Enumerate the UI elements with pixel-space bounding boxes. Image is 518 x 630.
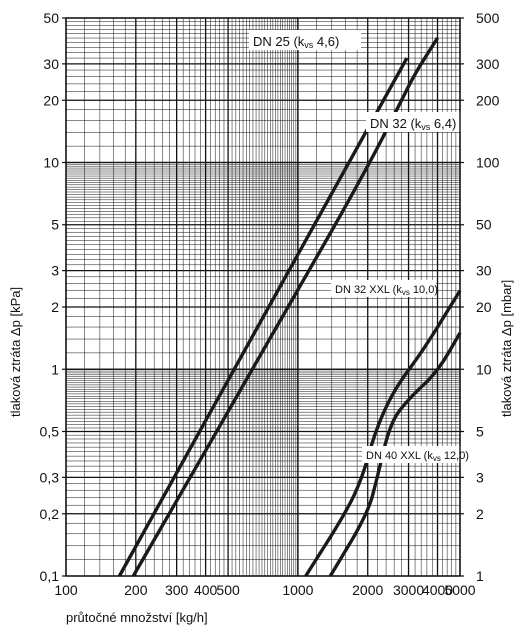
x-tick-label: 500 <box>216 582 240 598</box>
tick-labels: 100 200 300 400 500 1000 2000 3000400050000,10,… <box>40 10 500 598</box>
plot-frame <box>65 17 461 577</box>
y2-tick-label: 50 <box>476 217 492 233</box>
y-axis-label-right: tlaková ztráta Δp [mbar] <box>499 280 514 417</box>
y2-tick-label: 200 <box>476 92 500 108</box>
series-dn40xxl-line <box>328 331 462 577</box>
series-label-dn40xxl-box <box>362 446 468 463</box>
y-tick-label: 10 <box>43 155 59 171</box>
series-label-dn32-box <box>366 112 470 132</box>
y2-tick-label: 2 <box>476 506 484 522</box>
series-dn25-line <box>117 57 409 577</box>
y-axis-label-left: tlaková ztráta Δp [kPa] <box>8 287 23 417</box>
y-tick-label: 1 <box>51 361 59 377</box>
y-tick-label: 0,2 <box>40 506 60 522</box>
x-tick-label: 300 <box>165 582 189 598</box>
y2-tick-label: 100 <box>476 155 500 171</box>
y-tick-label: 3 <box>51 263 59 279</box>
y2-tick-label: 5 <box>476 423 484 439</box>
series-dn32xxl-line <box>304 289 462 577</box>
y-tick-label: 50 <box>43 10 59 26</box>
y2-tick-label: 20 <box>476 299 492 315</box>
y-tick-label: 0,1 <box>40 568 60 584</box>
series-labels: DN 25 (kvs 4,6) DN 32 (kvs 6,4) DN 32 XXL … <box>249 30 470 463</box>
y2-tick-label: 3 <box>476 469 484 485</box>
x-tick-label: 3000 <box>393 582 424 598</box>
series-label-dn40xxl: DN 40 XXL (kvs 12,0) <box>366 450 469 463</box>
y-tick-label: 5 <box>51 217 59 233</box>
x-tick-label: 100 <box>54 582 78 598</box>
x-tick-label: 1000 <box>282 582 313 598</box>
series-label-dn32xxl-box <box>331 280 436 297</box>
x-tick-label: 4000 <box>422 582 453 598</box>
series-label-dn32: DN 32 (kvs 6,4) <box>370 116 456 132</box>
y-tick-label: 2 <box>51 299 59 315</box>
x-axis-label: průtočné množství [kg/h] <box>66 610 208 625</box>
y-tick-label: 20 <box>43 92 59 108</box>
series-lines <box>117 37 462 577</box>
y2-tick-label: 500 <box>476 10 500 26</box>
y-tick-label: 30 <box>43 56 59 72</box>
y2-tick-label: 300 <box>476 56 500 72</box>
series-label-dn25: DN 25 (kvs 4,6) <box>253 34 339 50</box>
series-label-dn25-box <box>249 30 361 50</box>
y2-tick-label: 1 <box>476 568 484 584</box>
x-tick-label: 200 <box>124 582 148 598</box>
series-label-dn32xxl: DN 32 XXL (kvs 10,0) <box>335 284 438 297</box>
y2-tick-label: 10 <box>476 361 492 377</box>
x-tick-label: 5000 <box>444 582 475 598</box>
y-tick-label: 0,5 <box>40 423 60 439</box>
y-tick-label: 0,3 <box>40 469 60 485</box>
y2-tick-label: 30 <box>476 263 492 279</box>
grid <box>62 17 464 577</box>
x-tick-label: 400 <box>194 582 218 598</box>
series-dn32-line <box>131 37 439 577</box>
x-tick-label: 2000 <box>352 582 383 598</box>
